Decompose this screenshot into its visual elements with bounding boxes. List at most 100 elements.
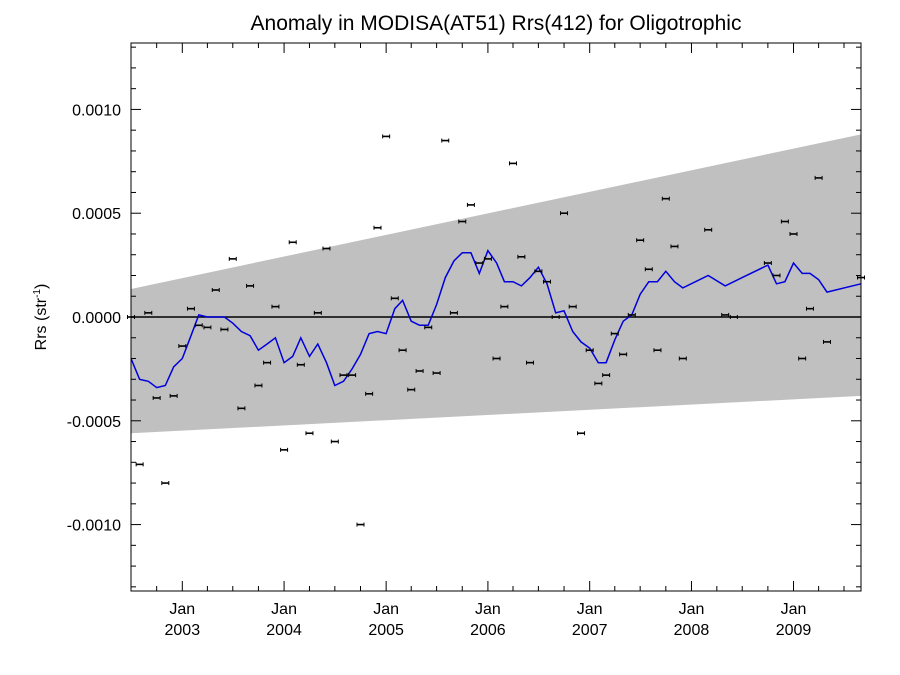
plot-area: 0.0010 0.0005 0.0000 -0.0005 -0.0010 Jan 2003 J… <box>67 42 865 639</box>
data-point <box>322 246 331 251</box>
y-axis-label: Rrs (str-1) <box>32 284 50 351</box>
data-point <box>169 393 178 398</box>
data-point <box>704 227 713 232</box>
data-point <box>466 202 475 207</box>
y-axis-label-suffix: ) <box>33 284 50 289</box>
data-point <box>772 273 781 278</box>
data-point <box>577 431 586 436</box>
data-point <box>280 447 289 452</box>
data-point <box>763 261 772 266</box>
data-point <box>161 481 170 486</box>
data-point <box>602 373 611 378</box>
data-point <box>729 315 738 319</box>
data-point <box>543 279 552 284</box>
data-point <box>449 310 458 315</box>
data-point <box>653 348 662 353</box>
data-point <box>526 360 535 365</box>
data-point <box>619 352 628 357</box>
y-tick-label: -0.0005 <box>67 414 121 431</box>
data-point <box>203 325 212 330</box>
chart-title: Anomaly in MODISA(AT51) Rrs(412) for Oli… <box>251 12 742 35</box>
data-point <box>500 304 509 309</box>
data-point <box>661 196 670 201</box>
data-point <box>441 138 450 143</box>
data-point <box>551 315 560 319</box>
data-point <box>228 256 237 261</box>
data-point <box>390 296 399 301</box>
x-tick-label-year: 2007 <box>572 622 608 639</box>
trend-line <box>130 249 862 389</box>
data-point <box>585 348 594 353</box>
y-tick-label: 0.0000 <box>72 310 121 327</box>
x-tick-label-month: Jan <box>577 601 603 618</box>
y-tick-label: 0.0005 <box>72 206 121 223</box>
data-point <box>560 211 569 216</box>
data-point <box>313 310 322 315</box>
data-point <box>407 387 416 392</box>
data-point <box>822 339 831 344</box>
data-point <box>483 256 492 261</box>
x-tick-label-month: Jan <box>475 601 501 618</box>
data-point <box>805 306 814 311</box>
data-point <box>458 219 467 224</box>
data-point <box>492 356 501 361</box>
data-point <box>398 348 407 353</box>
data-point <box>814 175 823 180</box>
data-point <box>534 269 543 274</box>
data-point <box>415 368 424 373</box>
data-point <box>263 360 272 365</box>
data-point <box>517 254 526 259</box>
x-tick-label-year: 2004 <box>266 622 302 639</box>
y-axis-label-superscript: -1 <box>32 289 43 298</box>
data-point <box>627 312 636 317</box>
x-tick-label-month: Jan <box>781 601 807 618</box>
y-tick-label: 0.0010 <box>72 102 121 119</box>
y-tick-label: -0.0010 <box>67 518 121 535</box>
data-point <box>348 373 357 378</box>
x-tick-label-month: Jan <box>169 601 195 618</box>
data-point <box>424 325 433 330</box>
data-point <box>670 244 679 249</box>
y-axis-label-text: Rrs (str <box>33 297 50 350</box>
data-point <box>373 225 382 230</box>
data-point <box>194 323 203 328</box>
data-point <box>152 395 161 400</box>
data-point <box>271 304 280 309</box>
data-point <box>432 371 441 376</box>
data-point <box>636 238 645 243</box>
data-point <box>365 391 374 396</box>
data-point <box>144 310 153 315</box>
data-point <box>475 261 484 266</box>
data-point <box>330 439 339 444</box>
data-point <box>296 362 305 367</box>
uncertainty-band <box>131 134 861 434</box>
data-point <box>186 306 195 311</box>
data-point <box>305 431 314 436</box>
data-point <box>220 327 229 332</box>
data-point <box>237 406 246 411</box>
x-tick-label-year: 2008 <box>674 622 710 639</box>
data-point <box>288 240 297 245</box>
x-tick-label-month: Jan <box>373 601 399 618</box>
x-tick-label-month: Jan <box>271 601 297 618</box>
data-point <box>178 344 187 349</box>
data-point <box>721 312 730 317</box>
data-point <box>509 161 518 166</box>
x-tick-label-year: 2006 <box>470 622 506 639</box>
x-tick-label-year: 2005 <box>368 622 404 639</box>
x-tick-label-month: Jan <box>679 601 705 618</box>
data-point <box>789 231 798 236</box>
data-point <box>594 381 603 386</box>
data-point <box>339 373 348 378</box>
data-point <box>135 462 144 467</box>
data-point <box>780 219 789 224</box>
data-point <box>678 356 687 361</box>
data-point <box>254 383 263 388</box>
data-point <box>246 283 255 288</box>
data-point <box>211 288 220 293</box>
data-point <box>610 331 619 336</box>
data-point <box>798 356 807 361</box>
data-point <box>382 134 391 139</box>
x-tick-label-year: 2003 <box>165 622 201 639</box>
x-tick-label-year: 2009 <box>776 622 812 639</box>
